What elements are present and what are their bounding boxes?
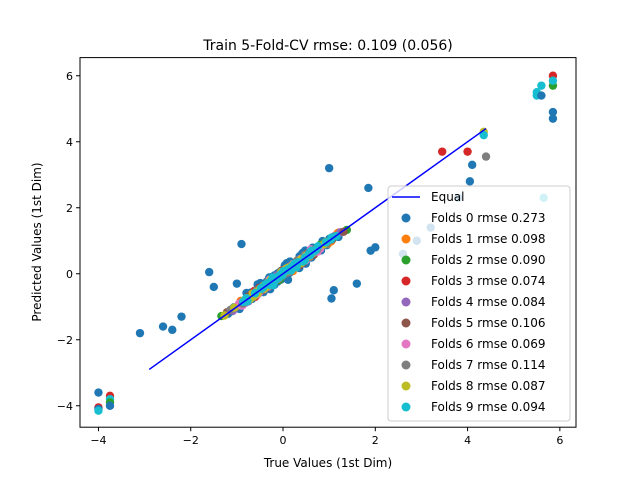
y-tick-label: 2 bbox=[66, 202, 73, 215]
legend-label: Folds 8 rmse 0.087 bbox=[431, 379, 546, 393]
legend-swatch bbox=[401, 318, 411, 328]
x-axis-ticks: −4 −2 0 2 4 6 bbox=[90, 427, 563, 447]
y-tick-label: −2 bbox=[57, 334, 73, 347]
scatter-point bbox=[204, 267, 214, 277]
scatter-point bbox=[481, 152, 491, 161]
legend-swatch bbox=[401, 276, 411, 286]
x-tick-label: −4 bbox=[90, 434, 106, 447]
scatter-point bbox=[105, 401, 115, 410]
plot-frame bbox=[79, 57, 577, 428]
legend-swatch bbox=[401, 402, 411, 412]
scatter-point bbox=[465, 177, 475, 186]
scatter-point bbox=[290, 259, 299, 269]
x-tick-label: −2 bbox=[183, 434, 199, 447]
scatter-point bbox=[479, 130, 488, 140]
scatter-point bbox=[467, 160, 477, 170]
legend-label: Folds 0 rmse 0.273 bbox=[431, 211, 546, 225]
scatter-point bbox=[537, 81, 546, 90]
scatter-point bbox=[94, 406, 103, 415]
legend-label: Equal bbox=[431, 190, 465, 204]
legend-swatch bbox=[401, 339, 411, 349]
scatter-point bbox=[548, 107, 558, 117]
y-tick-label: 0 bbox=[66, 268, 73, 281]
scatter-point bbox=[94, 388, 103, 397]
scatter-point bbox=[232, 279, 242, 288]
scatter-point bbox=[437, 147, 447, 156]
scatter-point bbox=[158, 322, 168, 331]
legend-label: Folds 4 rmse 0.084 bbox=[431, 295, 546, 309]
legend-label: Folds 5 rmse 0.106 bbox=[431, 316, 546, 330]
scatter-point bbox=[329, 286, 338, 295]
y-axis-ticks: −4 −2 0 2 4 6 bbox=[57, 70, 80, 413]
scatter-point bbox=[463, 147, 472, 156]
y-axis-label: Predicted Values (1st Dim) bbox=[30, 162, 44, 321]
scatter-point bbox=[177, 312, 186, 321]
x-tick-label: 2 bbox=[372, 434, 379, 447]
scatter-point bbox=[135, 328, 145, 338]
legend-swatch bbox=[401, 381, 411, 391]
scatter-point bbox=[537, 91, 546, 100]
x-tick-label: 6 bbox=[556, 434, 563, 447]
y-tick-label: −4 bbox=[57, 400, 73, 413]
legend-swatch bbox=[401, 297, 411, 307]
legend-label: Folds 2 rmse 0.090 bbox=[431, 253, 546, 267]
scatter-point bbox=[327, 294, 336, 303]
legend: Equal Folds 0 rmse 0.273 Folds 1 rmse 0.09… bbox=[387, 185, 571, 422]
scatter-point bbox=[352, 279, 362, 288]
legend-box bbox=[387, 185, 571, 422]
scatter-point bbox=[548, 114, 558, 123]
scatter-point bbox=[324, 163, 334, 173]
x-tick-label: 4 bbox=[464, 434, 471, 447]
y-tick-label: 4 bbox=[66, 136, 73, 149]
legend-label: Folds 9 rmse 0.094 bbox=[431, 400, 546, 414]
legend-swatch bbox=[401, 360, 411, 370]
scatter-point bbox=[307, 246, 316, 255]
x-tick-label: 0 bbox=[280, 434, 287, 447]
equal-line bbox=[148, 127, 487, 371]
scatter-point bbox=[371, 243, 380, 252]
legend-label: Folds 3 rmse 0.074 bbox=[431, 274, 546, 288]
legend-label: Folds 6 rmse 0.069 bbox=[431, 337, 546, 351]
legend-swatch bbox=[401, 213, 411, 223]
legend-swatch bbox=[401, 234, 411, 244]
legend-swatch bbox=[401, 255, 411, 265]
scatter-point bbox=[168, 325, 177, 335]
legend-label: Folds 1 rmse 0.098 bbox=[431, 232, 546, 246]
scatter-point bbox=[209, 282, 219, 292]
x-axis-label: True Values (1st Dim) bbox=[263, 456, 392, 470]
scatter-point bbox=[364, 183, 373, 193]
scatter-point bbox=[237, 239, 246, 249]
chart-title: Train 5-Fold-CV rmse: 0.109 (0.056) bbox=[202, 38, 453, 54]
legend-label: Folds 7 rmse 0.114 bbox=[431, 358, 546, 372]
scatter-point bbox=[548, 76, 558, 85]
y-tick-label: 6 bbox=[66, 70, 73, 83]
